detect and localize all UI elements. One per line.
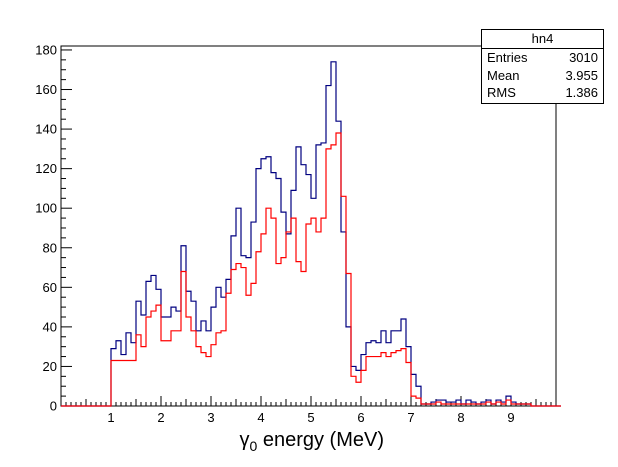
y-tick-label: 40	[43, 319, 57, 334]
stats-row-rms: RMS 1.386	[482, 84, 603, 102]
stats-box: hn4 Entries 3010 Mean 3.955 RMS 1.386	[481, 29, 604, 104]
y-tick-label: 160	[35, 82, 57, 97]
stats-value: 3010	[569, 50, 598, 65]
stats-row-entries: Entries 3010	[482, 49, 603, 67]
x-tick-label: 6	[357, 410, 364, 425]
stats-label: Entries	[487, 50, 528, 65]
plot-frame	[60, 45, 557, 407]
y-tick-label: 100	[35, 201, 57, 216]
x-tick-label: 3	[207, 410, 214, 425]
y-tick-label: 120	[35, 161, 57, 176]
y-tick-label: 80	[43, 240, 57, 255]
histogram-series-1	[61, 61, 561, 407]
stats-value: 1.386	[565, 85, 598, 100]
stats-title: hn4	[482, 30, 603, 49]
x-tick-label: 2	[157, 410, 164, 425]
x-tick-label: 7	[407, 410, 414, 425]
stats-label: Mean	[487, 67, 520, 83]
histogram-series-2	[61, 132, 561, 407]
x-tick-label: 8	[457, 410, 464, 425]
x-axis-label: γ0 energy (MeV)	[239, 429, 384, 454]
x-tick-label: 5	[307, 410, 314, 425]
stats-row-mean: Mean 3.955	[482, 67, 603, 85]
stats-label: RMS	[487, 85, 516, 100]
x-tick-label: 1	[107, 410, 114, 425]
x-tick-label: 4	[257, 410, 264, 425]
y-tick-label: 140	[35, 122, 57, 137]
stats-value: 3.955	[565, 67, 598, 83]
y-tick-label: 20	[43, 359, 57, 374]
x-axis: 1 2 3 4 5 6 7 8 9	[65, 396, 552, 425]
x-tick-label: 9	[507, 410, 514, 425]
y-tick-label: 0	[50, 399, 57, 414]
y-tick-label: 60	[43, 280, 57, 295]
y-axis: 0 20 40 60 80 100 120 140 160 180	[35, 42, 72, 414]
series-layer	[61, 61, 561, 407]
y-tick-label: 180	[35, 42, 57, 57]
